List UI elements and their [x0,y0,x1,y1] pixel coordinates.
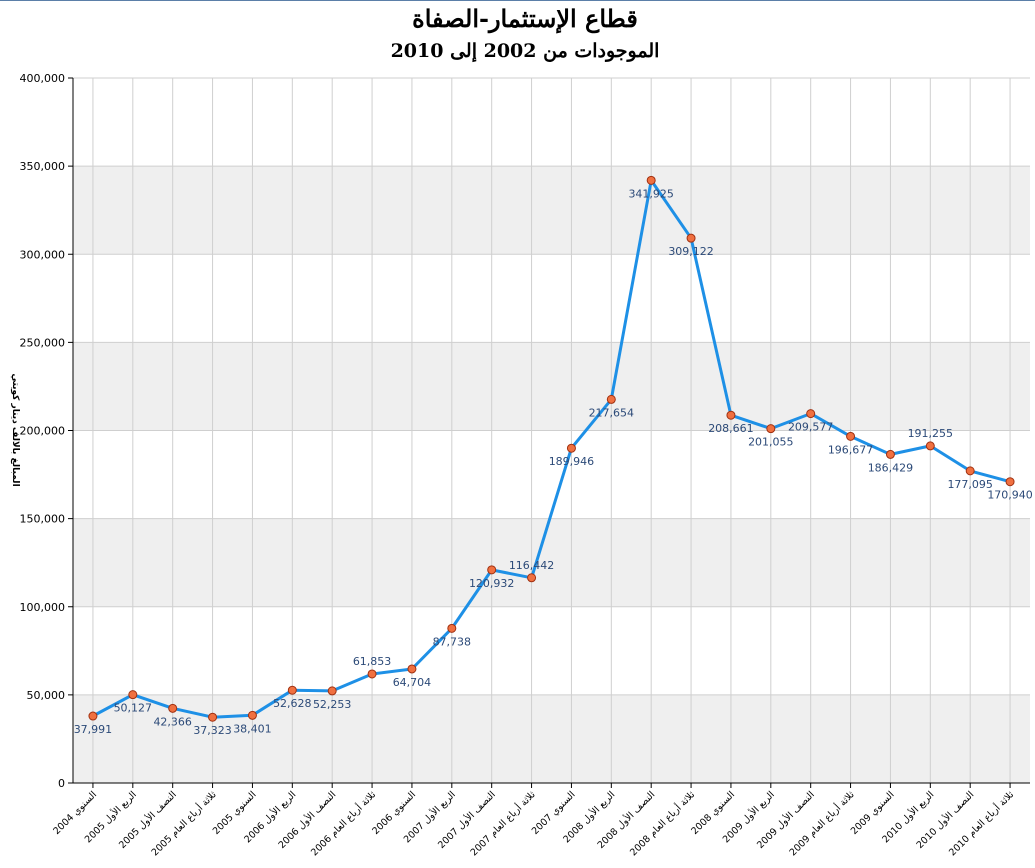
data-point [726,410,736,420]
data-label: 120,932 [469,577,515,590]
data-point [487,565,497,575]
y-tick-label: 400,000 [20,72,66,85]
plot-band [73,694,1030,783]
data-label: 208,661 [708,422,754,435]
axes [68,77,1030,788]
data-point [965,466,975,476]
data-point [1005,477,1015,487]
x-tick-label: ثلاثة أرباع العام 2005 [148,788,219,859]
data-point [606,394,616,404]
series-line-group [92,178,1011,719]
data-label: 209,577 [788,421,834,434]
data-label: 217,654 [589,406,635,419]
data-point [925,441,935,451]
data-label: 42,366 [153,715,192,728]
y-tick-label: 200,000 [20,425,66,438]
plot-band [73,518,1030,607]
horizontal-gridlines [73,77,1030,696]
y-tick-label: 350,000 [20,160,66,173]
data-label: 64,704 [393,676,432,689]
data-point [447,623,457,633]
data-point [885,449,895,459]
x-tick-label: ثلاثة أرباع العام 2008 [627,788,698,859]
data-point [88,711,98,721]
data-label: 341,925 [628,187,674,200]
y-tick-label: 50,000 [27,689,66,702]
plot-band [73,342,1030,431]
data-label: 177,095 [947,478,993,491]
data-label: 52,253 [313,698,352,711]
data-point [168,703,178,713]
y-tick-label: 100,000 [20,601,66,614]
data-label: 87,738 [433,635,472,648]
y-tick-label: 250,000 [20,336,66,349]
data-point [327,686,337,696]
data-point [287,685,297,695]
data-label: 189,946 [549,455,595,468]
y-tick-labels: 0 50,000 100,000 150,000 200,000 250,000 300,0… [20,72,66,790]
data-markers [88,175,1015,722]
y-axis-label: المبالغ بالالف دينار كويتي [10,373,20,486]
data-point [686,233,696,243]
plot-bands [73,166,1030,783]
data-label: 170,940 [987,489,1033,502]
top-border [0,0,1035,1]
data-label: 37,991 [74,723,113,736]
data-label: 196,677 [828,443,874,456]
x-tick-label: ثلاثة أرباع العام 2010 [946,788,1017,859]
y-tick-label: 150,000 [20,513,66,526]
data-point [806,409,816,419]
data-point [646,175,656,185]
y-tick-label: 0 [58,777,65,790]
data-label: 61,853 [353,655,392,668]
series-line [92,178,1011,719]
data-point [766,424,776,434]
data-point [527,573,537,583]
x-tick-label: ثلاثة أرباع العام 2009 [786,788,857,859]
data-label: 38,401 [233,722,272,735]
chart-subtitle: الموجودات من 2002 إلى 2010 [390,40,660,62]
data-point [208,712,218,722]
data-point [367,669,377,679]
chart-title: قطاع الإستثمار-الصفاة [412,4,638,33]
data-point [846,431,856,441]
x-tick-label: ثلاثة أرباع العام 2006 [308,788,379,859]
data-label: 37,323 [193,724,232,737]
data-label: 52,628 [273,697,312,710]
data-label: 116,442 [509,559,555,572]
x-tick-label: ثلاثة أرباع العام 2007 [467,788,538,859]
data-label: 186,429 [868,461,914,474]
data-point [128,690,138,700]
data-point [407,664,417,674]
data-point [247,710,257,720]
data-label: 191,255 [908,427,954,440]
data-label: 201,055 [748,436,794,449]
y-axis-label-group: المبالغ بالالف دينار كويتي [10,373,20,486]
plot-band [73,166,1030,255]
data-label: 309,122 [668,245,714,258]
data-label: 50,127 [114,702,153,715]
data-point [566,443,576,453]
y-tick-label: 300,000 [20,248,66,261]
